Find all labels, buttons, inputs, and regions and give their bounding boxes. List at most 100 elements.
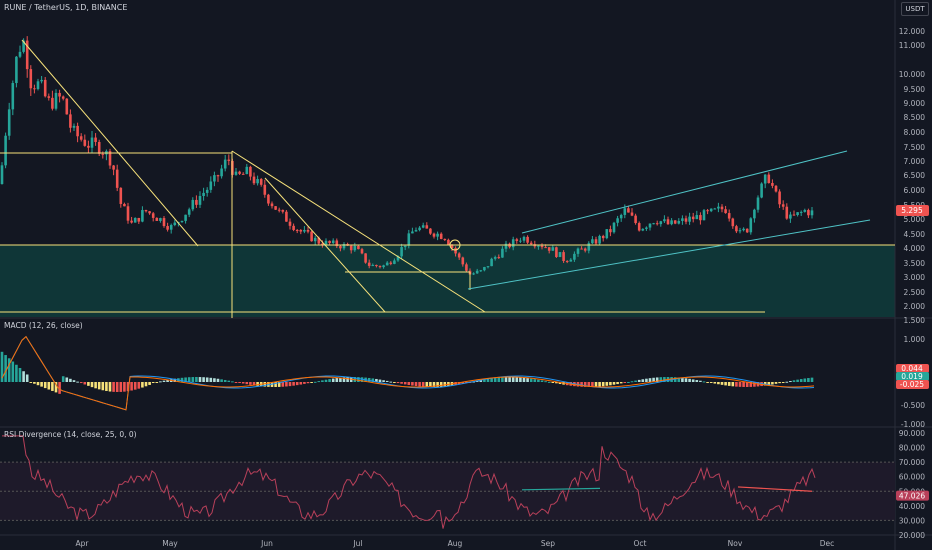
candle-body [11, 83, 15, 110]
macd-bar [432, 382, 436, 387]
macd-bar [601, 382, 605, 387]
price-tick-label: 4.000 [904, 244, 926, 253]
macd-bar [191, 377, 195, 382]
candle-body [659, 221, 663, 225]
macd-bar [533, 379, 537, 382]
candle-body [33, 88, 36, 90]
macd-bar [619, 382, 623, 384]
candle-body [601, 235, 605, 239]
candle-body [191, 199, 195, 210]
rsi-line [2, 435, 816, 529]
macd-bar [342, 377, 346, 382]
macd-bar [425, 382, 429, 387]
macd-bar [137, 382, 141, 389]
macd-bar [299, 382, 303, 385]
candle-body [385, 262, 389, 266]
candle-body [709, 208, 713, 212]
candle-body [342, 244, 346, 249]
candle-body [202, 192, 205, 197]
candle-body [558, 252, 562, 257]
macd-bar [87, 382, 90, 386]
candle-body [803, 209, 807, 212]
macd-indicator-label[interactable]: MACD (12, 26, close) [4, 321, 83, 330]
candle-body [511, 239, 515, 248]
macd-bar [547, 381, 551, 383]
candles [0, 36, 814, 276]
macd-bar [101, 382, 105, 391]
candle-body [141, 210, 144, 222]
macd-bar [436, 382, 439, 387]
macd-bar [151, 382, 155, 383]
last-price-label: 5.295 [901, 206, 923, 215]
macd-bar [418, 382, 421, 387]
symbol-title[interactable]: RUNE / TetherUS, 1D, BINANCE [4, 3, 128, 12]
macd-bar [789, 381, 792, 383]
macd-bar [252, 382, 256, 386]
candle-body [537, 245, 540, 247]
rsi-indicator-label[interactable]: RSI Divergence (14, close, 25, 0, 0) [4, 430, 137, 439]
macd-bar [173, 378, 177, 382]
macd-bar [540, 380, 544, 382]
macd-bar [713, 382, 717, 384]
candle-body [742, 228, 745, 231]
rsi-tick-label: 40.000 [899, 502, 925, 511]
macd-bar [443, 382, 447, 387]
candle-body [699, 215, 702, 221]
candle-body [313, 237, 317, 242]
candle-body [522, 236, 526, 241]
macd-bar [303, 382, 306, 384]
candle-body [555, 247, 558, 257]
candle-body [357, 245, 360, 250]
macd-bar [486, 378, 490, 382]
macd-bar [331, 378, 335, 382]
macd-tick-label: -1.000 [901, 420, 925, 429]
candle-body [799, 211, 803, 213]
macd-bar [375, 378, 378, 382]
rsi-value-label: 47.026 [899, 492, 925, 501]
macd-bar [202, 377, 205, 382]
candle-body [252, 176, 256, 184]
candle-body [310, 231, 313, 242]
currency-button[interactable]: USDT [901, 2, 929, 16]
candle-body [317, 237, 321, 244]
price-tick-label: 3.500 [904, 259, 926, 268]
candle-body [490, 258, 493, 267]
macd-bar [497, 377, 501, 382]
price-tick-label: 8.500 [904, 113, 926, 122]
macd-bar [22, 371, 25, 382]
macd-bar [583, 382, 587, 387]
candle-body [51, 97, 54, 109]
rsi-tick-label: 90.000 [899, 429, 925, 438]
candle-body [447, 239, 450, 246]
candle-body [781, 204, 785, 207]
macd-bar [407, 382, 411, 386]
macd-bar [141, 382, 144, 388]
candle-body [544, 247, 547, 249]
candle-body [702, 210, 706, 221]
macd-bar [97, 382, 101, 390]
candle-body [749, 218, 753, 233]
macd-bar [475, 380, 479, 382]
candle-body [454, 248, 457, 254]
price-tick-label: 2.000 [904, 302, 926, 311]
macd-bar [231, 381, 234, 383]
candle-body [123, 203, 126, 207]
macd-bar [591, 382, 594, 387]
macd-bar [195, 377, 198, 382]
macd-bar [227, 380, 231, 382]
candle-body [389, 262, 393, 264]
macd-bar [295, 382, 299, 386]
candle-body [97, 141, 101, 154]
candle-body [407, 233, 411, 246]
price-tick-label: 4.500 [904, 230, 926, 239]
candle-body [15, 56, 18, 84]
macd-bar [130, 382, 133, 391]
macd-bar [558, 382, 562, 384]
price-tick-label: 7.500 [904, 143, 926, 152]
candle-body [324, 240, 328, 246]
macd-bar [792, 380, 796, 382]
candle-body [551, 247, 555, 251]
macd-bar [277, 382, 281, 387]
macd-bar [519, 377, 522, 382]
